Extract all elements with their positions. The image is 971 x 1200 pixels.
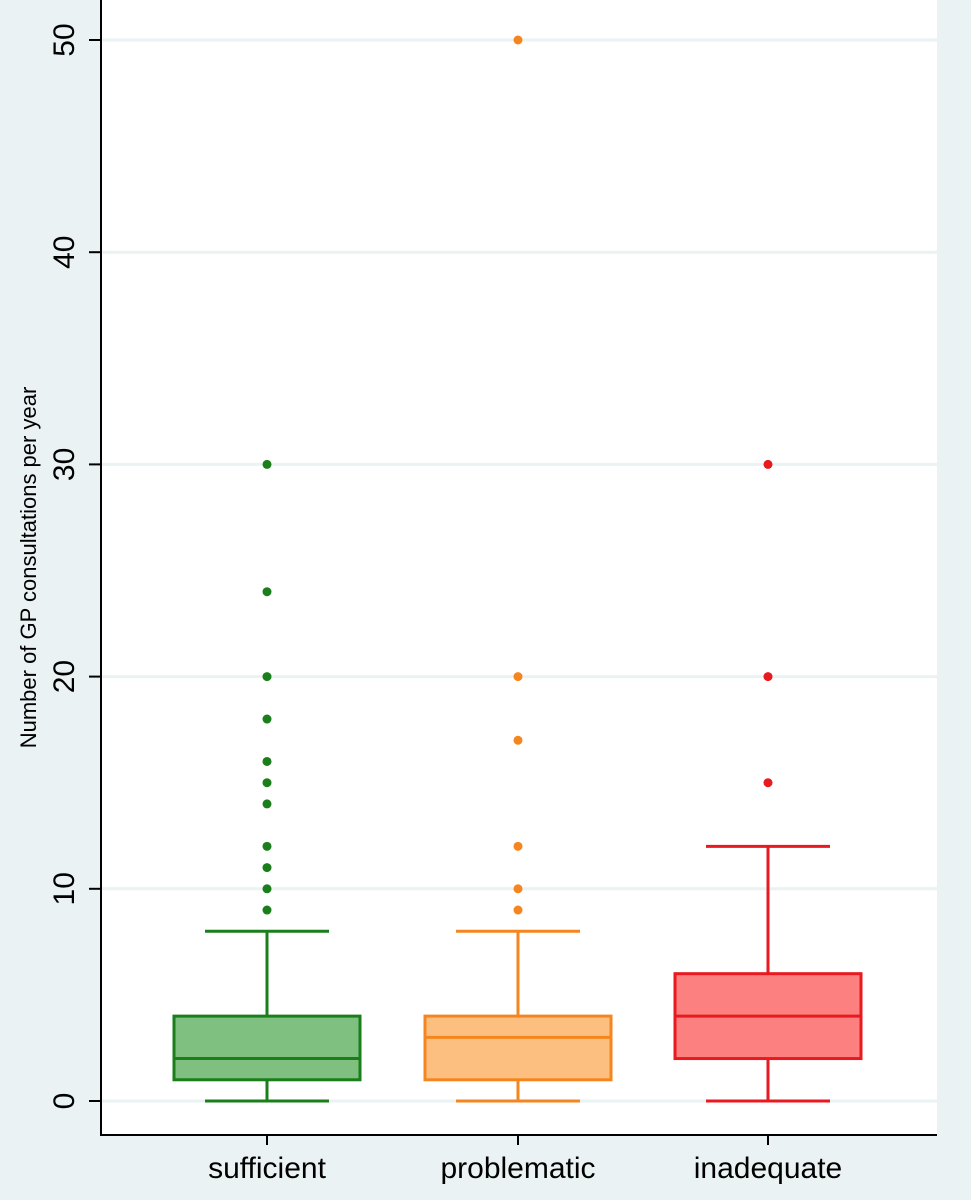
y-tick-label: 40 xyxy=(48,236,81,269)
outlier-point xyxy=(763,672,773,682)
outlier-point xyxy=(262,905,272,915)
outlier-point xyxy=(513,672,523,682)
box-inadequate xyxy=(673,459,863,1103)
outlier-point xyxy=(262,672,272,682)
outlier-point xyxy=(262,863,272,873)
box-problematic xyxy=(423,35,613,1103)
y-axis-label: Number of GP consultations per year xyxy=(16,387,41,749)
outlier-point xyxy=(513,35,523,45)
x-tick-label: inadequate xyxy=(694,1152,842,1185)
outlier-point xyxy=(763,459,773,469)
outlier-point xyxy=(262,587,272,597)
outlier-point xyxy=(262,459,272,469)
y-tick-label: 10 xyxy=(48,872,81,905)
y-tick-label: 0 xyxy=(48,1093,81,1110)
outlier-point xyxy=(262,778,272,788)
box-sufficient xyxy=(172,459,362,1103)
outlier-point xyxy=(513,905,523,915)
y-tick-label: 50 xyxy=(48,23,81,56)
outlier-point xyxy=(262,714,272,724)
outlier-point xyxy=(262,799,272,809)
iqr-box xyxy=(172,1014,362,1082)
axes xyxy=(89,0,937,1145)
outlier-point xyxy=(513,735,523,745)
outlier-point xyxy=(262,841,272,851)
outlier-point xyxy=(513,884,523,894)
outlier-point xyxy=(262,884,272,894)
labels: Number of GP consultations per year 0 10 2… xyxy=(16,23,842,1185)
y-tick-label: 30 xyxy=(48,448,81,481)
boxes xyxy=(172,35,863,1103)
y-tick-label: 20 xyxy=(48,660,81,693)
x-tick-label: problematic xyxy=(440,1152,595,1185)
outlier-point xyxy=(262,756,272,766)
outlier-point xyxy=(513,841,523,851)
iqr-box xyxy=(423,1014,613,1082)
outlier-point xyxy=(763,778,773,788)
x-tick-label: sufficient xyxy=(208,1152,327,1185)
